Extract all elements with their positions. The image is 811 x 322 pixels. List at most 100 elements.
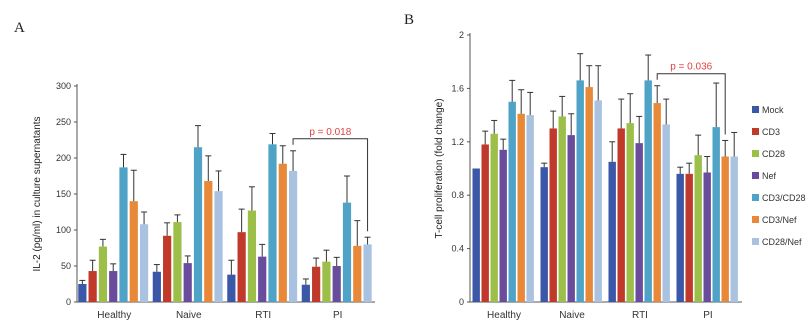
- bar-cd28-nef-rti: [288, 170, 298, 302]
- bar-mock-pi: [676, 173, 684, 302]
- y-tick-label: 2: [459, 30, 464, 40]
- bar-cd28-nef-healthy: [526, 115, 534, 302]
- y-tick-label: 50: [61, 261, 71, 271]
- panel-b-letter: B: [404, 12, 414, 28]
- bar-cd28-nef-naive: [214, 191, 223, 302]
- bar-cd28-pi: [694, 155, 702, 302]
- x-category-label: PI: [703, 310, 712, 321]
- x-category-label: Naive: [559, 310, 585, 321]
- bar-nef-healthy: [109, 271, 118, 302]
- bar-cd3-healthy: [481, 144, 489, 302]
- x-category-label: Naive: [176, 310, 202, 321]
- bar-cd3-nef-rti: [278, 163, 287, 302]
- bar-mock-healthy: [472, 168, 480, 302]
- y-tick-label: 0: [66, 297, 71, 307]
- legend-swatch: [752, 128, 759, 135]
- bar-cd3-cd28-rti: [644, 80, 652, 302]
- bar-cd28-healthy: [490, 133, 498, 302]
- bar-cd3-nef-healthy: [517, 113, 525, 302]
- y-axis-label: T-cell proliferation (fold change): [434, 98, 445, 238]
- legend: Mock CD3 CD28 Nef CD3/CD28 CD3/Nef CD28/Nef: [752, 105, 806, 247]
- p-value-label: p = 0.018: [309, 127, 351, 138]
- legend-label: CD3: [762, 127, 780, 137]
- bar-cd3-naive: [549, 128, 557, 302]
- p-value-label: p = 0.036: [670, 62, 712, 73]
- y-tick-label: 200: [56, 153, 71, 163]
- panel-b-chart: 0 0.4 0.8 1.2 1.6 2 T-cell proliferation (fold…: [434, 30, 742, 321]
- bar-cd3-nef-naive: [204, 181, 213, 302]
- y-tick-label: 150: [56, 189, 71, 199]
- bar-cd28-nef-rti: [662, 124, 670, 302]
- bar-cd28-rti: [626, 123, 634, 302]
- y-tick-label: 1.6: [451, 83, 464, 93]
- bar-cd3-nef-healthy: [129, 201, 138, 302]
- bar-nef-pi: [332, 266, 341, 302]
- bar-nef-rti: [258, 256, 267, 302]
- bar-cd3-cd28-healthy: [508, 101, 516, 302]
- y-tick-label: 250: [56, 117, 71, 127]
- y-axis-label: IL-2 (pg/ml) in culture supernatants: [32, 116, 43, 271]
- legend-label: CD28: [762, 149, 785, 159]
- bar-cd3-rti: [237, 232, 246, 302]
- bar-cd28-naive: [173, 222, 182, 302]
- bar-cd3-nef-pi: [353, 245, 362, 302]
- legend-label: Mock: [762, 105, 784, 115]
- y-tick-label: 0: [459, 297, 464, 307]
- x-category-label: RTI: [255, 310, 271, 321]
- bar-cd28-healthy: [98, 246, 108, 302]
- bar-cd3-nef-naive: [585, 87, 593, 302]
- bar-cd3-nef-pi: [721, 156, 729, 302]
- x-category-label: Healthy: [97, 310, 131, 321]
- legend-swatch: [752, 238, 759, 245]
- legend-label: CD28/Nef: [762, 237, 802, 247]
- bar-mock-naive: [540, 167, 548, 302]
- bar-mock-naive: [152, 271, 161, 302]
- bar-cd3-healthy: [88, 271, 97, 302]
- legend-swatch: [752, 216, 759, 223]
- legend-swatch: [752, 106, 759, 113]
- bar-cd3-rti: [617, 128, 625, 302]
- bar-cd3-cd28-pi: [342, 202, 352, 302]
- bar-cd28-naive: [558, 116, 566, 302]
- bar-cd3-pi: [312, 266, 321, 302]
- legend-label: Nef: [762, 171, 777, 181]
- bar-nef-naive: [567, 135, 575, 302]
- bar-nef-healthy: [499, 149, 507, 302]
- bar-nef-rti: [635, 143, 643, 302]
- bar-cd28-pi: [322, 261, 331, 302]
- bar-cd3-cd28-pi: [712, 127, 720, 303]
- legend-swatch: [752, 172, 759, 179]
- bar-cd3-pi: [685, 173, 693, 302]
- bar-cd28-nef-pi: [730, 156, 738, 302]
- bar-cd3-naive: [163, 235, 172, 302]
- bar-nef-naive: [183, 263, 192, 302]
- panel-a-chart: 0 50 100 150 200 250 300 IL-2 (pg/ml) in cultur…: [32, 81, 375, 321]
- bar-mock-pi: [301, 284, 310, 302]
- bar-cd28-rti: [247, 210, 257, 302]
- y-tick-label: 100: [56, 225, 71, 235]
- y-tick-label: 300: [56, 81, 71, 91]
- significance-bracket: [292, 138, 369, 232]
- bar-nef-pi: [703, 172, 711, 302]
- panel-a-letter: A: [14, 20, 25, 36]
- legend-swatch: [752, 194, 759, 201]
- y-tick-label: 0.8: [451, 190, 464, 200]
- bar-cd28-nef-pi: [363, 244, 372, 302]
- bar-cd3-nef-rti: [653, 103, 661, 303]
- x-category-label: PI: [333, 310, 342, 321]
- bar-cd28-nef-naive: [594, 100, 602, 302]
- bar-mock-healthy: [78, 284, 87, 302]
- bar-cd3-cd28-naive: [193, 147, 203, 302]
- bar-cd3-cd28-rti: [268, 144, 277, 302]
- x-category-label: Healthy: [487, 310, 521, 321]
- legend-label: CD3/Nef: [762, 215, 797, 225]
- bar-cd3-cd28-healthy: [119, 167, 128, 302]
- bar-mock-rti: [608, 161, 616, 302]
- y-tick-label: 1.2: [451, 137, 464, 147]
- x-category-label: RTI: [632, 310, 648, 321]
- legend-label: CD3/CD28: [762, 193, 806, 203]
- bar-cd3-cd28-naive: [576, 80, 584, 302]
- significance-bracket: [656, 73, 726, 135]
- bar-mock-rti: [227, 274, 236, 302]
